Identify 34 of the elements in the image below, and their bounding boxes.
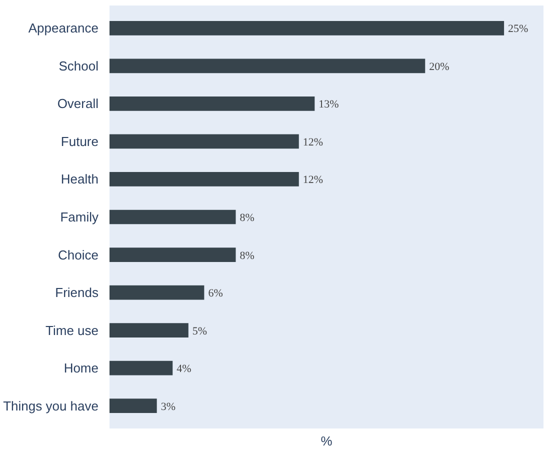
- data-label: 12%: [302, 136, 324, 148]
- y-tick-label: Home: [64, 360, 99, 376]
- data-label: 20%: [429, 60, 450, 73]
- bar: [110, 134, 299, 149]
- x-axis-title: %: [320, 434, 333, 448]
- bar: [110, 20, 504, 36]
- y-tick-label: Choice: [58, 247, 98, 262]
- data-label: 4%: [176, 363, 192, 376]
- data-label: 12%: [302, 174, 324, 186]
- y-tick-label: School: [58, 58, 99, 74]
- bar: [110, 285, 204, 300]
- data-label: 25%: [508, 23, 528, 36]
- bar: [110, 96, 315, 111]
- bar: [110, 172, 299, 186]
- bar: [110, 323, 188, 338]
- y-tick-label: Time use: [46, 322, 99, 338]
- data-label: 3%: [160, 400, 176, 413]
- bar: [110, 248, 236, 262]
- bar: [110, 210, 236, 224]
- y-tick-label: Appearance: [28, 20, 99, 36]
- bar: [110, 58, 426, 74]
- y-tick-label: Overall: [57, 96, 99, 112]
- data-label: 5%: [192, 325, 208, 338]
- data-label: 13%: [318, 98, 339, 111]
- bar: [110, 360, 173, 376]
- data-label: 8%: [240, 250, 254, 262]
- y-tick-label: Friends: [55, 285, 99, 300]
- bar: [110, 398, 157, 414]
- y-tick-label: Things you have: [3, 398, 99, 414]
- data-label: 6%: [208, 288, 223, 300]
- y-tick-label: Health: [60, 172, 98, 187]
- y-tick-label: Future: [60, 134, 99, 149]
- data-label: 8%: [240, 212, 254, 224]
- y-tick-label: Family: [60, 210, 99, 224]
